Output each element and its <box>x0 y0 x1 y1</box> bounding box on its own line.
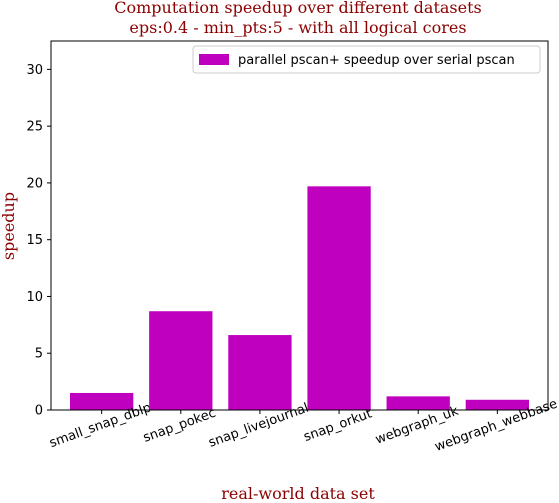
bar-snap_pokec <box>149 311 213 410</box>
x-tick-label: snap_orkut <box>302 406 374 445</box>
x-axis-title: real-world data set <box>221 484 375 503</box>
bar-small_snap_dblp <box>69 392 134 410</box>
chart-subtitle: eps:0.4 - min_pts:5 - with all logical c… <box>129 18 466 37</box>
y-tick-label: 10 <box>26 290 43 305</box>
y-axis-title: speedup <box>0 192 18 260</box>
legend-swatch <box>199 54 229 65</box>
bar-webgraph_webbase <box>465 399 530 410</box>
y-tick-label: 25 <box>26 120 43 135</box>
bar-snap_livejournal <box>228 335 292 410</box>
plot-area: 051015202530small_snap_dblpsnap_pokecsna… <box>26 63 559 455</box>
y-tick-label: 20 <box>26 176 43 191</box>
legend-box <box>192 45 541 74</box>
bar-snap_orkut <box>307 186 371 410</box>
legend-label: parallel pscan+ speedup over serial psca… <box>238 53 515 68</box>
plot-frame <box>50 40 549 411</box>
y-tick-label: 30 <box>26 63 43 78</box>
legend: parallel pscan+ speedup over serial psca… <box>192 45 541 74</box>
x-tick-label: snap_pokec <box>141 406 218 446</box>
chart-title: Computation speedup over different datas… <box>114 0 481 17</box>
y-tick-label: 15 <box>26 233 43 248</box>
y-tick-label: 0 <box>35 404 43 419</box>
y-tick-label: 5 <box>35 347 43 362</box>
bar-webgraph_uk <box>386 396 450 410</box>
